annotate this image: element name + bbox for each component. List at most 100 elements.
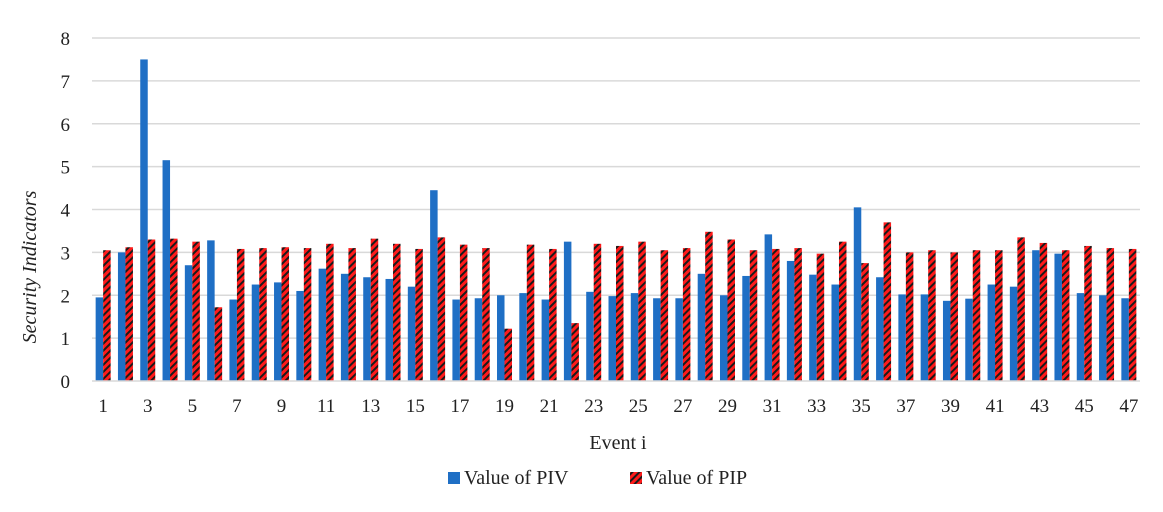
x-tick-label: 9	[277, 396, 287, 417]
bar-pip-42	[1017, 237, 1025, 381]
bar-pip-23	[593, 243, 602, 381]
bar-piv-29	[719, 295, 728, 381]
bar-piv-37	[898, 294, 906, 381]
x-tick-label: 1	[98, 396, 108, 417]
bar-pip-9	[281, 247, 290, 381]
bar-piv-41	[987, 284, 996, 381]
bar-pip-7	[236, 248, 245, 381]
x-tick-label: 19	[495, 396, 514, 417]
y-tick-label: 4	[61, 201, 71, 222]
bar-pip-45	[1084, 245, 1092, 381]
bar-piv-45	[1076, 293, 1085, 381]
bar-pip-35	[861, 263, 869, 381]
bar-pip-18	[482, 248, 490, 381]
x-tick-label: 23	[584, 396, 603, 417]
bar-piv-22	[563, 241, 572, 381]
bar-piv-33	[809, 274, 817, 381]
bar-pip-32	[794, 248, 802, 381]
bar-pip-3	[147, 239, 156, 381]
x-tick-label: 13	[361, 396, 380, 417]
bar-piv-18	[474, 298, 483, 381]
bar-piv-24	[608, 296, 616, 381]
legend-label-piv: Value of PIV	[464, 467, 569, 489]
legend-swatch-piv	[448, 472, 460, 484]
legend: Value of PIV Value of PIP	[448, 467, 747, 489]
legend-swatch-pip	[630, 472, 642, 484]
bar-pip-33	[816, 253, 825, 381]
bar-piv-8	[251, 284, 260, 381]
x-tick-label: 11	[317, 396, 335, 417]
y-tick-label: 1	[61, 329, 71, 350]
x-tick-label: 35	[852, 396, 871, 417]
bar-pip-29	[727, 239, 735, 381]
bar-pip-4	[170, 238, 178, 381]
bar-piv-10	[296, 290, 304, 381]
bar-piv-35	[853, 207, 862, 381]
bar-piv-5	[184, 265, 193, 381]
x-tick-label: 5	[188, 396, 198, 417]
x-tick-label: 3	[143, 396, 153, 417]
bar-pip-6	[214, 307, 223, 381]
bar-piv-11	[318, 268, 327, 381]
bar-pip-37	[905, 252, 914, 381]
x-tick-label: 47	[1119, 396, 1138, 417]
bar-piv-34	[831, 284, 839, 381]
bar-pip-12	[348, 248, 356, 381]
bar-pip-14	[393, 243, 401, 381]
bar-piv-44	[1054, 253, 1062, 381]
bar-pip-22	[571, 323, 579, 381]
bar-piv-46	[1099, 295, 1107, 381]
x-tick-label: 45	[1075, 396, 1094, 417]
bar-piv-26	[653, 298, 661, 381]
bar-pip-43	[1039, 242, 1048, 381]
bar-piv-19	[497, 295, 505, 381]
bar-pip-28	[705, 231, 713, 381]
bar-piv-43	[1032, 250, 1040, 381]
x-tick-label: 7	[232, 396, 242, 417]
bar-piv-4	[162, 160, 171, 381]
bar-pip-5	[192, 241, 200, 381]
bar-pip-40	[972, 250, 981, 381]
bar-pip-19	[504, 328, 513, 381]
x-tick-label: 27	[673, 396, 692, 417]
bar-pip-1	[103, 250, 111, 381]
bar-piv-9	[274, 282, 282, 381]
bar-piv-39	[942, 300, 951, 381]
bar-piv-31	[764, 234, 773, 381]
bar-pip-44	[1061, 250, 1070, 381]
bar-pip-26	[660, 250, 669, 381]
bar-piv-23	[586, 291, 594, 381]
y-tick-label: 6	[61, 115, 71, 136]
bar-piv-20	[519, 293, 527, 381]
bar-piv-3	[140, 59, 148, 381]
bar-pip-30	[749, 250, 758, 381]
y-tick-label: 5	[61, 158, 71, 179]
bar-piv-25	[630, 293, 639, 381]
bar-piv-1	[95, 297, 104, 381]
bar-piv-7	[229, 299, 237, 381]
bar-piv-47	[1121, 298, 1129, 381]
bar-pip-38	[928, 250, 936, 381]
bar-pip-20	[526, 244, 535, 381]
x-tick-label: 17	[450, 396, 469, 417]
bar-pip-13	[370, 238, 379, 381]
y-tick-label: 7	[61, 72, 71, 93]
bar-piv-14	[385, 278, 394, 381]
bar-pip-15	[415, 248, 423, 381]
x-axis-title: Event i	[589, 432, 647, 454]
x-tick-label: 33	[807, 396, 826, 417]
y-tick-label: 3	[61, 243, 71, 264]
bar-pip-46	[1106, 248, 1115, 381]
bar-pip-41	[995, 250, 1003, 381]
y-tick-label: 2	[61, 286, 71, 307]
bar-pip-34	[838, 241, 847, 381]
x-tick-label: 25	[629, 396, 648, 417]
x-tick-label: 31	[763, 396, 782, 417]
bar-pip-25	[638, 241, 646, 381]
bar-piv-6	[207, 240, 215, 381]
bar-pip-21	[549, 248, 557, 381]
bar-piv-42	[1009, 286, 1018, 381]
x-tick-label: 29	[718, 396, 737, 417]
